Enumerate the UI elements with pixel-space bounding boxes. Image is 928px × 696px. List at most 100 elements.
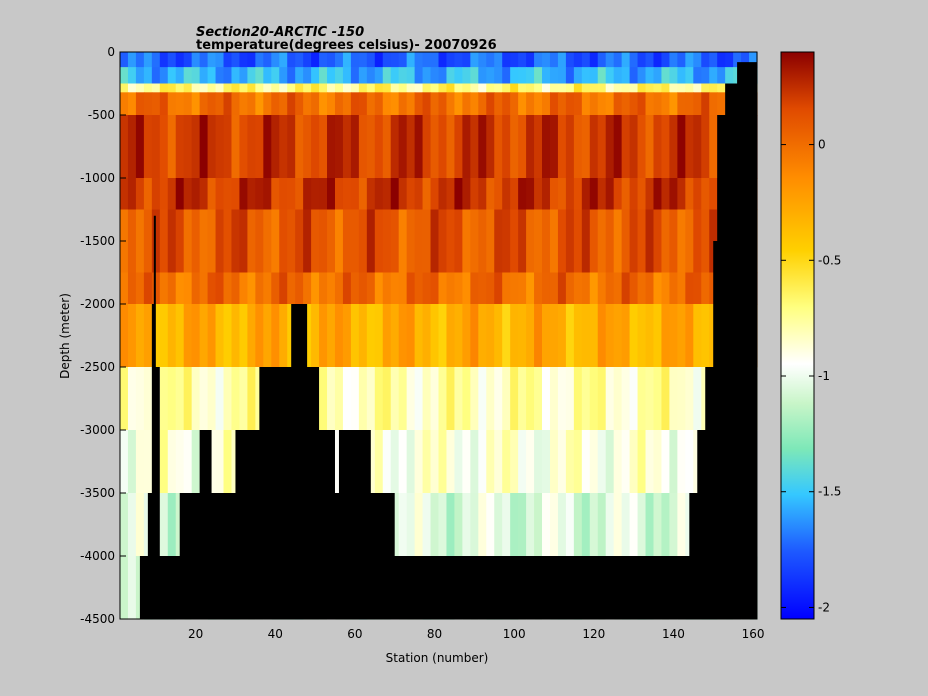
heatmap-cell [462,92,471,116]
heatmap-cell [167,92,177,116]
heatmap-cell [350,52,360,68]
heatmap-cell [366,67,376,85]
heatmap-cell [557,304,567,368]
heatmap-cell [135,92,145,116]
heatmap-cell [573,52,583,68]
y-tick-label: -1500 [80,234,115,248]
heatmap-cell [327,304,336,368]
heatmap-cell [175,92,185,116]
heatmap-cell [542,272,551,305]
heatmap-cell [486,67,495,85]
heatmap-cell [454,67,463,85]
heatmap-cell [669,92,678,116]
heatmap-cell [613,367,623,431]
heatmap-cell [605,493,615,557]
heatmap-cell [677,367,686,431]
heatmap-cell [247,115,256,179]
heatmap-cell [510,67,519,85]
heatmap-cell [637,67,647,85]
heatmap-cell [398,52,408,68]
heatmap-cell [334,304,344,368]
heatmap-cell [486,52,495,68]
heatmap-cell [311,272,320,305]
colorbar-tick-label: -2 [818,600,830,614]
heatmap-cell [526,115,535,179]
heatmap-cell [470,178,479,211]
heatmap-cell [645,272,655,305]
heatmap-cell [621,304,631,368]
heatmap-cell [534,367,543,431]
heatmap-cell [629,367,639,431]
heatmap-cell [510,178,519,211]
heatmap-cell [263,304,272,368]
heatmap-cell [677,92,686,116]
heatmap-cell [327,178,336,211]
heatmap-cell [581,304,591,368]
heatmap-cell [462,367,471,431]
heatmap-cell [191,52,201,68]
heatmap-cell [486,92,495,116]
heatmap-cell [223,430,233,494]
heatmap-cell [685,209,694,274]
heatmap-cell [143,67,153,85]
heatmap-cell [565,272,575,305]
heatmap-cell [374,430,384,494]
heatmap-cell [597,83,607,93]
heatmap-cell [597,67,607,85]
heatmap-cell [510,304,519,368]
heatmap-cell [605,67,615,85]
heatmap-cell [494,178,503,211]
heatmap-cell [327,67,336,85]
heatmap-cell [414,67,424,85]
heatmap-cell [462,178,471,211]
heatmap-cell [661,367,671,431]
heatmap-cell [366,83,376,93]
heatmap-cell [645,430,655,494]
heatmap-cell [175,178,185,211]
heatmap-cell [605,115,615,179]
heatmap-cell [127,367,137,431]
heatmap-cell [629,83,639,93]
heatmap-cell [613,52,623,68]
heatmap-cell [542,52,551,68]
heatmap-cell [223,367,233,431]
heatmap-cell [151,92,161,116]
heatmap-cell [287,67,296,85]
heatmap-cell [406,83,416,93]
heatmap-cell [669,209,678,274]
heatmap-cell [685,178,694,211]
heatmap-cell [120,83,129,93]
heatmap-cell [557,209,567,274]
heatmap-cell [701,52,710,68]
heatmap-cell [382,115,392,179]
heatmap-cell [629,430,639,494]
heatmap-cell [597,272,607,305]
heatmap-cell [597,52,607,68]
heatmap-cell [581,367,591,431]
heatmap-cell [645,67,655,85]
heatmap-cell [709,83,718,93]
heatmap-cell [534,115,543,179]
heatmap-cell [366,304,376,368]
heatmap-cell [486,367,495,431]
heatmap-cell [263,83,272,93]
heatmap-cell [701,67,710,85]
heatmap-cell [693,272,702,305]
heatmap-cell [319,115,328,179]
heatmap-cell [701,83,710,93]
heatmap-cell [613,178,623,211]
heatmap-cell [677,430,686,494]
heatmap-cell [366,430,376,494]
heatmap-cell [701,92,710,116]
heatmap-cell [438,430,448,494]
heatmap-cell [653,178,663,211]
heatmap-cell [191,178,201,211]
x-tick-label: 80 [427,627,442,641]
heatmap-cell [311,115,320,179]
heatmap-cell [613,83,623,93]
heatmap-cell [534,272,543,305]
heatmap-cell [223,83,233,93]
heatmap-cell [398,430,408,494]
heatmap-cell [406,367,416,431]
heatmap-cell [175,272,185,305]
